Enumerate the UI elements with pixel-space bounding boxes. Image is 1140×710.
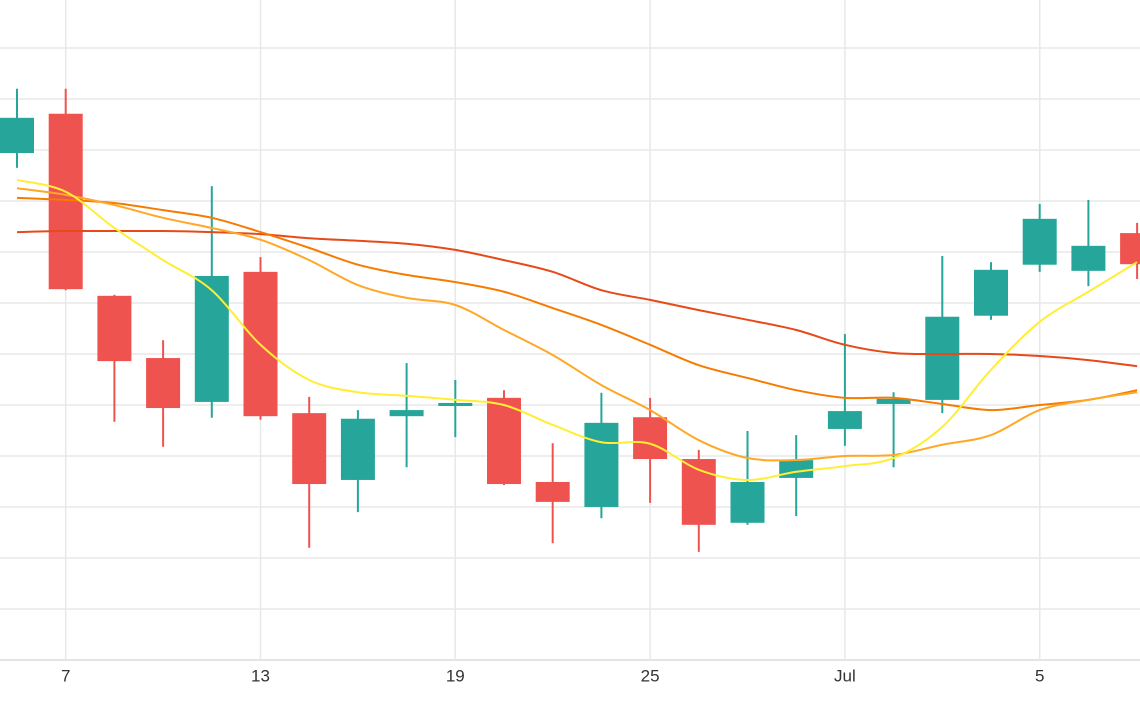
candle-body: [876, 398, 911, 404]
candle: [340, 410, 375, 513]
candle-body: [925, 316, 960, 400]
candle-body: [0, 117, 34, 154]
candle: [243, 257, 278, 420]
candle-body: [194, 275, 229, 402]
candle: [389, 363, 424, 468]
candle-body: [1071, 245, 1106, 271]
candle: [584, 392, 619, 519]
ma-line: [16, 196, 1138, 412]
candle: [438, 379, 473, 438]
candle-body: [146, 358, 181, 409]
x-tick-label: 5: [1035, 666, 1044, 685]
candle: [730, 430, 765, 525]
candle-body: [1022, 218, 1057, 265]
candle: [1071, 199, 1106, 287]
candle-body: [438, 402, 473, 406]
candle: [633, 397, 668, 503]
candle-body: [584, 422, 619, 507]
candle: [827, 334, 862, 446]
candle: [681, 449, 716, 552]
candle: [0, 88, 34, 168]
candle-body: [974, 269, 1008, 316]
candle: [925, 256, 960, 414]
candle: [97, 294, 132, 422]
ma-line: [16, 179, 1138, 481]
candle: [1022, 204, 1057, 272]
candle: [974, 262, 1008, 320]
candle-body: [827, 411, 862, 429]
ma-line: [16, 187, 1138, 462]
x-tick-label: 25: [641, 666, 660, 685]
candle: [146, 340, 181, 447]
candle-body: [633, 417, 668, 460]
candle: [535, 443, 570, 544]
candle-body: [730, 481, 765, 523]
candle-body: [389, 410, 424, 417]
candle-body: [1120, 233, 1140, 265]
candle-body: [487, 397, 521, 485]
candle-body: [779, 460, 814, 478]
candle: [194, 186, 229, 418]
ma-line: [16, 229, 1138, 368]
x-tick-label: 19: [446, 666, 465, 685]
candle: [487, 390, 521, 486]
candle-body: [340, 418, 375, 480]
candle-body: [292, 413, 327, 485]
candle: [292, 396, 327, 548]
x-tick-label: 13: [251, 666, 270, 685]
candle-body: [535, 481, 570, 502]
candle-body: [97, 295, 132, 362]
x-tick-label: Jul: [834, 666, 856, 685]
candle: [1120, 222, 1140, 279]
x-tick-label: 7: [61, 666, 70, 685]
candle: [48, 88, 83, 291]
candle: [779, 435, 814, 517]
